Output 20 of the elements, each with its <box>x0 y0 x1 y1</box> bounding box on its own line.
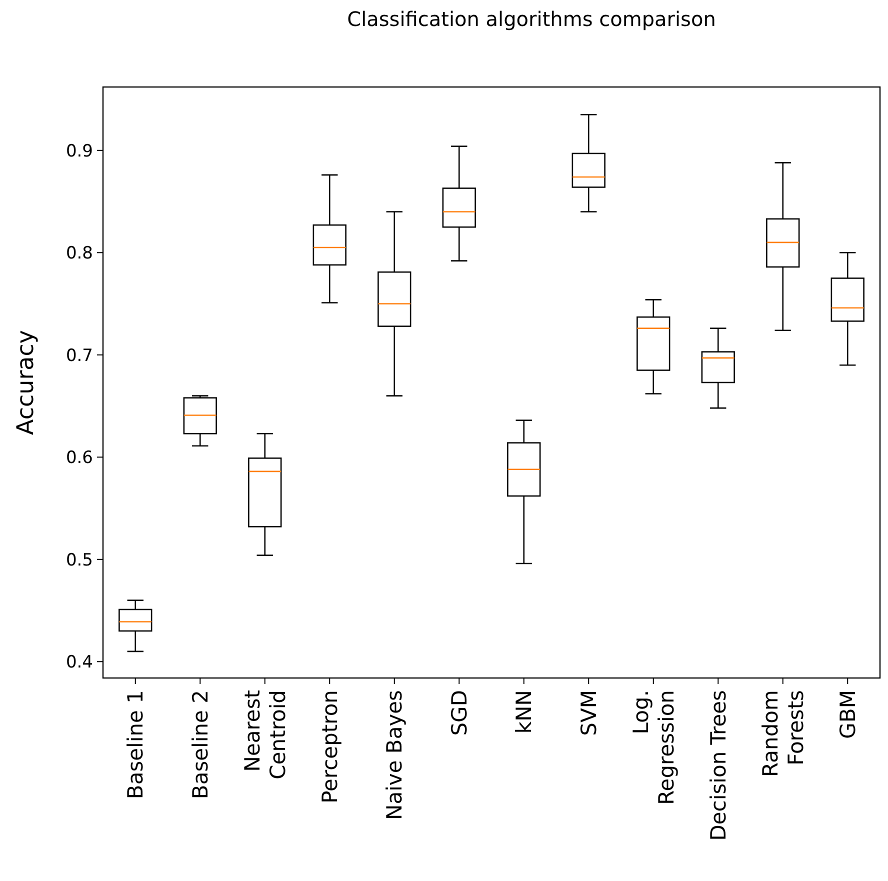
y-tick-label: 0.6 <box>66 448 93 468</box>
x-tick-label: Baseline 1 <box>124 690 148 800</box>
x-tick-label: kNN <box>512 690 536 734</box>
y-axis-title: Accuracy <box>13 330 39 436</box>
x-tick-label: Random Forests <box>758 690 808 777</box>
chart-title: Classification algorithms comparison <box>347 7 716 31</box>
y-tick-label: 0.5 <box>66 550 93 570</box>
x-tick-label: Baseline 2 <box>188 690 212 800</box>
x-tick-label: Nearest Centroid <box>240 690 290 780</box>
x-tick-label: Naive Bayes <box>382 690 407 820</box>
x-tick-label: SGD <box>447 690 472 736</box>
x-tick-label: GBM <box>836 690 860 739</box>
y-tick-label: 0.7 <box>66 346 93 366</box>
x-tick-label: Perceptron <box>318 690 342 804</box>
y-tick-label: 0.4 <box>66 652 93 673</box>
x-tick-label: Decision Trees <box>706 690 730 841</box>
x-tick-label: Log. Regression <box>629 690 678 805</box>
y-tick-label: 0.8 <box>66 244 93 264</box>
y-tick-label: 0.9 <box>66 141 93 162</box>
x-tick-label: SVM <box>576 690 601 736</box>
